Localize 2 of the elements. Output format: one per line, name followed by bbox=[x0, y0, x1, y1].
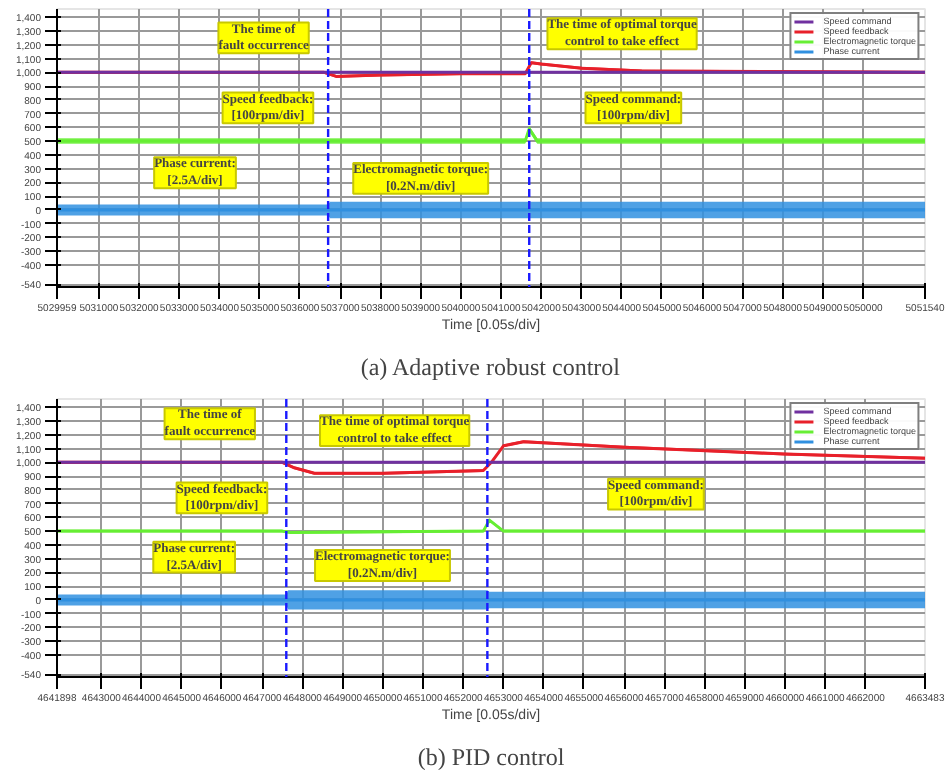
text: (b) PID control bbox=[417, 743, 566, 771]
text: (a) Adaptive robust control bbox=[360, 353, 622, 381]
